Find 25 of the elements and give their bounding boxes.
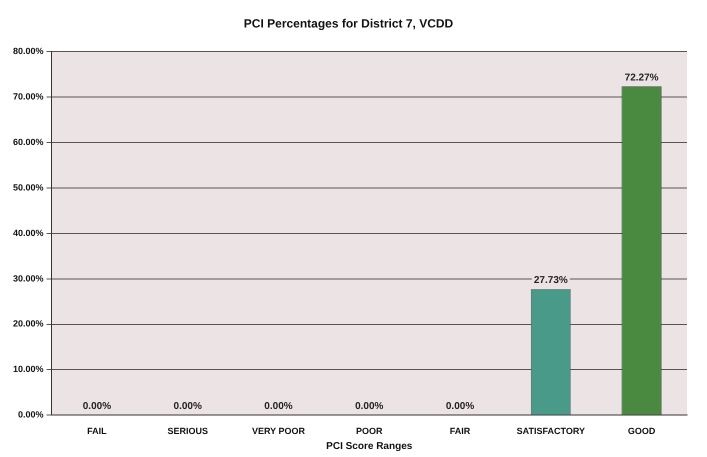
data-label: 27.73% (534, 274, 568, 286)
data-label: 0.00% (264, 400, 293, 412)
y-tick-label: 10.00% (12, 364, 44, 374)
y-tick-label: 50.00% (12, 182, 44, 192)
x-tick-label: FAIR (450, 426, 471, 436)
x-tick-label: GOOD (628, 426, 656, 436)
y-tick-label: 60.00% (12, 136, 44, 147)
x-tick-label: VERY POOR (252, 426, 306, 436)
data-label: 0.00% (174, 400, 202, 412)
x-tick-label: SERIOUS (167, 426, 208, 436)
y-tick-label: 70.00% (12, 91, 44, 102)
y-tick-label: 30.00% (12, 273, 44, 284)
chart-title: PCI Percentages for District 7, VCDD (244, 16, 454, 31)
data-label: 0.00% (355, 400, 384, 412)
x-axis-title: PCI Score Ranges (326, 440, 413, 452)
y-tick-label: 80.00% (12, 46, 44, 56)
y-tick-label: 40.00% (12, 228, 44, 238)
data-label: 0.00% (82, 400, 112, 412)
x-tick-label: POOR (356, 426, 384, 436)
x-tick-label: FAIL (87, 426, 108, 436)
data-label: 72.27% (624, 72, 659, 84)
x-tick-label: SATISFACTORY (516, 426, 585, 436)
y-tick-label: 20.00% (12, 318, 44, 329)
y-tick-label: 0.00% (18, 410, 44, 420)
data-label: 0.00% (446, 400, 474, 412)
